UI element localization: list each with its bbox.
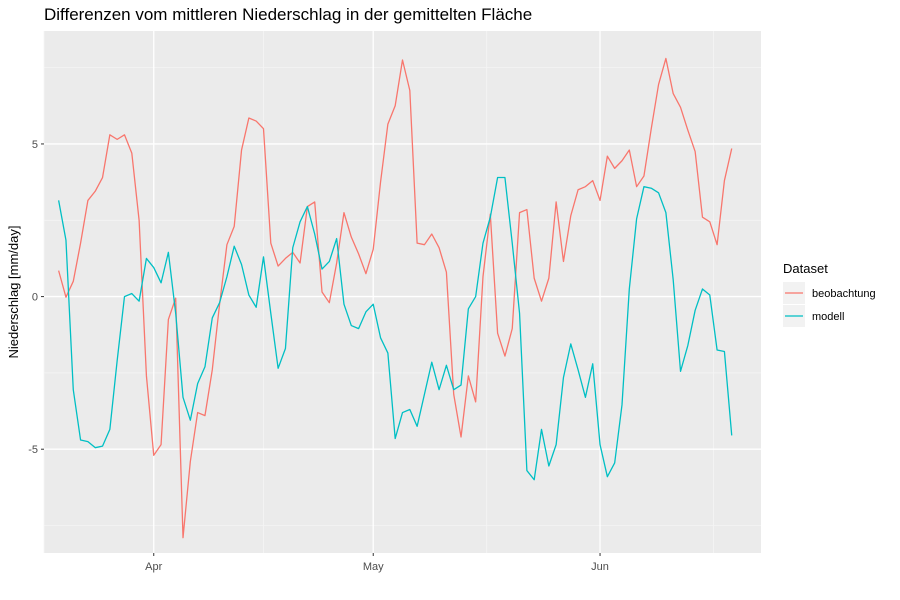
chart-title: Differenzen vom mittleren Niederschlag i…: [44, 5, 532, 24]
x-tick-label: May: [363, 561, 384, 573]
series-line-modell: [57, 176, 733, 481]
series-line-beobachtung: [58, 57, 733, 539]
grid-minor: [43, 31, 761, 553]
x-tick-label: Jun: [591, 561, 609, 573]
plot-panel: [44, 31, 761, 553]
y-tick-label: -5: [28, 444, 38, 456]
series-layer: [57, 57, 733, 539]
axes-layer: -5 0 5 Apr May Jun: [28, 139, 609, 573]
grid-major: [44, 31, 761, 553]
legend-label-beobachtung: beobachtung: [812, 288, 876, 300]
y-tick-label: 0: [32, 292, 38, 304]
x-tick-label: Apr: [145, 561, 162, 573]
legend: Dataset beobachtung modell: [783, 261, 876, 327]
y-tick-label: 5: [32, 139, 38, 151]
y-axis-label: Niederschlag [mm/day]: [6, 226, 21, 359]
legend-title: Dataset: [783, 261, 828, 276]
legend-label-modell: modell: [812, 311, 844, 323]
